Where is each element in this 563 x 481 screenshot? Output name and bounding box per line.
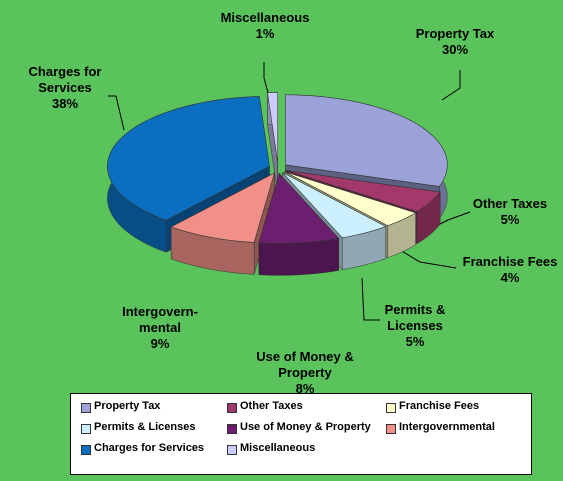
leader-line — [108, 95, 125, 131]
legend-swatch — [227, 445, 237, 455]
pie-slice — [284, 94, 448, 187]
label-name: Miscellaneous — [220, 10, 310, 25]
legend: Property Tax Other Taxes Franchise Fees Per… — [70, 393, 532, 475]
legend-label: Miscellaneous — [240, 442, 316, 454]
data-label: Miscellaneous 1% — [205, 10, 325, 42]
leader-line — [441, 70, 461, 101]
legend-label: Use of Money & Property — [240, 421, 371, 433]
pie-slice — [285, 170, 441, 212]
data-label: Franchise Fees 4% — [450, 254, 563, 286]
leader-lines — [108, 62, 471, 321]
slice — [267, 92, 279, 195]
legend-label: Charges for Services — [94, 442, 205, 454]
pie-slice — [267, 92, 279, 163]
legend-label: Franchise Fees — [399, 400, 480, 412]
legend-label: Intergovernmental — [399, 421, 495, 433]
pie-slice — [170, 172, 275, 243]
label-name: Charges for Services — [28, 64, 102, 95]
slice — [170, 172, 275, 275]
data-label: Intergovern-mental 9% — [110, 304, 210, 352]
data-label: Use of Money & Property 8% — [240, 349, 370, 397]
label-value: 38% — [51, 96, 79, 111]
pie-slice — [107, 96, 270, 221]
legend-swatch — [227, 403, 237, 413]
label-name: Permits & Licenses — [384, 302, 446, 333]
label-value: 9% — [150, 336, 170, 351]
legend-swatch — [81, 403, 91, 413]
data-label: Property Tax 30% — [395, 26, 515, 58]
slice-side — [258, 238, 340, 276]
label-value: 5% — [500, 212, 520, 227]
leader-line — [361, 277, 380, 321]
label-name: Use of Money & Property — [256, 349, 354, 380]
data-label: Other Taxes 5% — [455, 196, 563, 228]
label-name: Intergovern-mental — [122, 304, 198, 335]
leader-line — [399, 249, 457, 269]
label-value: 8% — [295, 381, 315, 396]
legend-label: Property Tax — [94, 400, 161, 412]
legend-swatch — [386, 403, 396, 413]
legend-swatch — [81, 424, 91, 434]
data-label: Permits & Licenses 5% — [375, 302, 455, 350]
label-value: 5% — [405, 334, 425, 349]
label-value: 1% — [255, 26, 275, 41]
legend-swatch — [386, 424, 396, 434]
label-name: Property Tax — [415, 26, 495, 41]
pie-slice — [284, 171, 417, 226]
label-value: 4% — [500, 270, 520, 285]
data-label: Charges for Services 38% — [10, 64, 120, 112]
pie-slice — [258, 172, 340, 244]
legend-label: Other Taxes — [240, 400, 303, 412]
label-value: 30% — [441, 42, 469, 57]
legend-label: Permits & Licenses — [94, 421, 196, 433]
pie-slice — [282, 172, 387, 239]
label-name: Franchise Fees — [462, 254, 558, 269]
label-name: Other Taxes — [472, 196, 548, 211]
legend-swatch — [81, 445, 91, 455]
slice — [258, 172, 340, 276]
legend-swatch — [227, 424, 237, 434]
